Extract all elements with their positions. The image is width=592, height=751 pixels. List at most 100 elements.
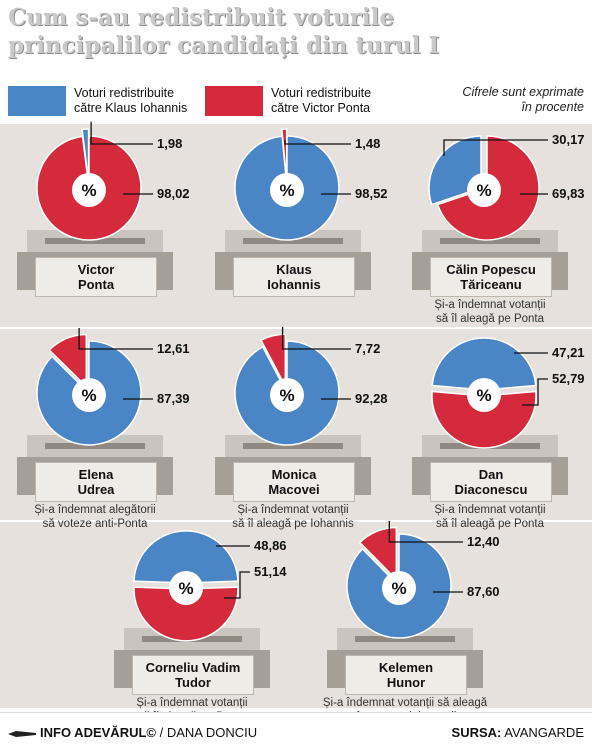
title-line-1: Cum s-au redistribuit voturile <box>8 4 394 31</box>
footer: INFO ADEVĂRUL© / DANA DONCIU SURSA: AVAN… <box>0 712 592 751</box>
footer-credit: INFO ADEVĂRUL© / DANA DONCIU <box>8 725 257 740</box>
pie-chart: % 7,72 92,28 <box>234 326 388 446</box>
pie-center-label: % <box>178 579 193 598</box>
candidate-name-plate: Dan Diaconescu <box>430 462 552 502</box>
pie-center <box>72 173 106 207</box>
value-label-ponta: 7,72 <box>355 341 380 356</box>
leader-line <box>281 326 351 350</box>
pie-center <box>467 173 501 207</box>
pie-center-label: % <box>476 181 491 200</box>
candidate-name-line-1: Klaus <box>276 262 312 277</box>
ballot-box-slot <box>243 443 343 449</box>
pie-center-label: % <box>476 386 491 405</box>
footer-info: INFO ADEVĂRUL© <box>40 725 156 740</box>
value-label-iohannis: 47,21 <box>552 345 585 360</box>
pie-chart: % 1,98 98,02 <box>36 121 190 241</box>
page-title: Cum s-au redistribuit voturile principal… <box>8 4 588 60</box>
units-note-line-2: în procente <box>521 100 584 114</box>
value-label-iohannis: 98,52 <box>355 186 388 201</box>
candidate-name-line-1: Corneliu Vadim <box>145 660 241 675</box>
pen-icon <box>8 730 36 737</box>
value-label-ponta: 12,61 <box>157 341 190 356</box>
value-label-iohannis: 1,98 <box>157 136 182 151</box>
candidate-note-line-2: să îl aleagă pe Ponta <box>435 313 545 325</box>
candidate-note: Și-a îndemnat alegătorii să voteze anti-P… <box>0 503 205 531</box>
pie-slice-minor <box>358 526 398 582</box>
value-label-ponta: 69,83 <box>552 186 585 201</box>
candidate-name-line-2: Udrea <box>77 482 115 497</box>
candidate-note-line-1: Și-a îndemnat votanții să aleagă <box>322 697 488 709</box>
pie-chart: % 1,48 98,52 <box>234 128 388 241</box>
pie-slice-minor <box>48 333 88 389</box>
ballot-box-slot <box>45 443 145 449</box>
pie-slice-iohannis <box>431 337 537 391</box>
value-label-iohannis: 87,39 <box>157 391 190 406</box>
header: Cum s-au redistribuit voturile principal… <box>0 0 592 78</box>
leader-line <box>90 121 153 145</box>
candidate-note-line-2: să îl aleagă pe Ponta <box>435 518 545 530</box>
row-band-3 <box>0 522 592 708</box>
ballot-box-slot <box>440 238 540 244</box>
candidate-name-line-2: Diaconescu <box>454 482 528 497</box>
candidate-name-line-2: Tăriceanu <box>460 277 522 292</box>
candidate-name-line-1: Monica <box>271 467 317 482</box>
candidate-name-line-1: Elena <box>78 467 114 482</box>
leader-line <box>284 140 351 145</box>
pie-center-label: % <box>279 386 294 405</box>
pie-chart: % 48,86 51,14 <box>133 530 287 642</box>
pie-center <box>72 378 106 412</box>
legend-swatch-iohannis <box>8 86 66 116</box>
value-label-iohannis: 48,86 <box>254 538 287 553</box>
pie-slice-minor <box>81 128 90 182</box>
legend-iohannis-line-2: către Klaus Iohannis <box>74 101 188 115</box>
pie-center-label: % <box>391 579 406 598</box>
candidate-note-line-1: Și-a îndemnat votanții <box>434 299 546 311</box>
candidate-name-plate: Monica Macovei <box>233 462 355 502</box>
ballot-box-slot <box>355 636 455 642</box>
pie-chart: % 12,40 87,60 <box>346 520 500 639</box>
candidate-note-line-2: să îl aleagă pe Iohannis <box>232 518 354 530</box>
pie-chart: % 12,61 87,39 <box>36 328 190 446</box>
pie-center <box>467 378 501 412</box>
pie-center-label: % <box>81 181 96 200</box>
leader-line <box>78 328 153 350</box>
candidate-name-line-2: Hunor <box>386 675 426 690</box>
candidate-name-plate: Kelemen Hunor <box>345 655 467 695</box>
pie-center <box>382 571 416 605</box>
candidate-name-plate: Elena Udrea <box>35 462 157 502</box>
pie-center-label: % <box>81 386 96 405</box>
candidate-name-line-1: Dan <box>478 467 504 482</box>
title-line-2: principalilor candidați din turul I <box>8 32 440 59</box>
leader-line <box>224 571 250 599</box>
leader-line <box>443 139 548 156</box>
candidate-note-line-1: Și-a îndemnat alegătorii <box>34 504 156 516</box>
legend-ponta-line-2: către Victor Ponta <box>271 101 371 115</box>
legend-swatch-ponta <box>205 86 263 116</box>
candidate-note: Și-a îndemnat votanții să îl aleagă pe Po… <box>380 503 592 531</box>
candidate-note: Și-a îndemnat votanții să îl aleagă pe Io… <box>183 503 403 531</box>
candidate-note-line-1: Și-a îndemnat votanții <box>434 504 546 516</box>
footer-source: SURSA: AVANGARDE <box>452 725 584 740</box>
units-note-line-1: Cifrele sunt exprimate <box>462 85 584 99</box>
candidate-name-line-1: Călin Popescu <box>446 262 536 277</box>
pie-center <box>270 173 304 207</box>
candidate-note-line-1: Și-a îndemnat votanții <box>136 697 248 709</box>
candidate-name-plate: Klaus Iohannis <box>233 257 355 297</box>
ballot-box-slot <box>243 238 343 244</box>
leader-line <box>388 520 463 543</box>
value-label-iohannis: 92,28 <box>355 391 388 406</box>
candidate-note-line-2: să voteze anti-Ponta <box>42 518 148 530</box>
candidate-name-line-1: Victor <box>77 262 115 277</box>
leader-line <box>522 378 548 406</box>
footer-source-value: AVANGARDE <box>501 725 584 740</box>
pie-slice-iohannis <box>133 530 239 584</box>
value-label-ponta: 1,48 <box>355 136 380 151</box>
candidate-name-line-2: Ponta <box>77 277 115 292</box>
legend-label-ponta: Voturi redistribuite către Victor Ponta <box>271 86 371 116</box>
candidate-name-plate: Victor Ponta <box>35 257 157 297</box>
footer-author: / DANA DONCIU <box>155 725 258 740</box>
pie-center <box>169 571 203 605</box>
pie-slice-minor <box>260 333 287 387</box>
value-label-ponta: 52,79 <box>552 371 585 386</box>
